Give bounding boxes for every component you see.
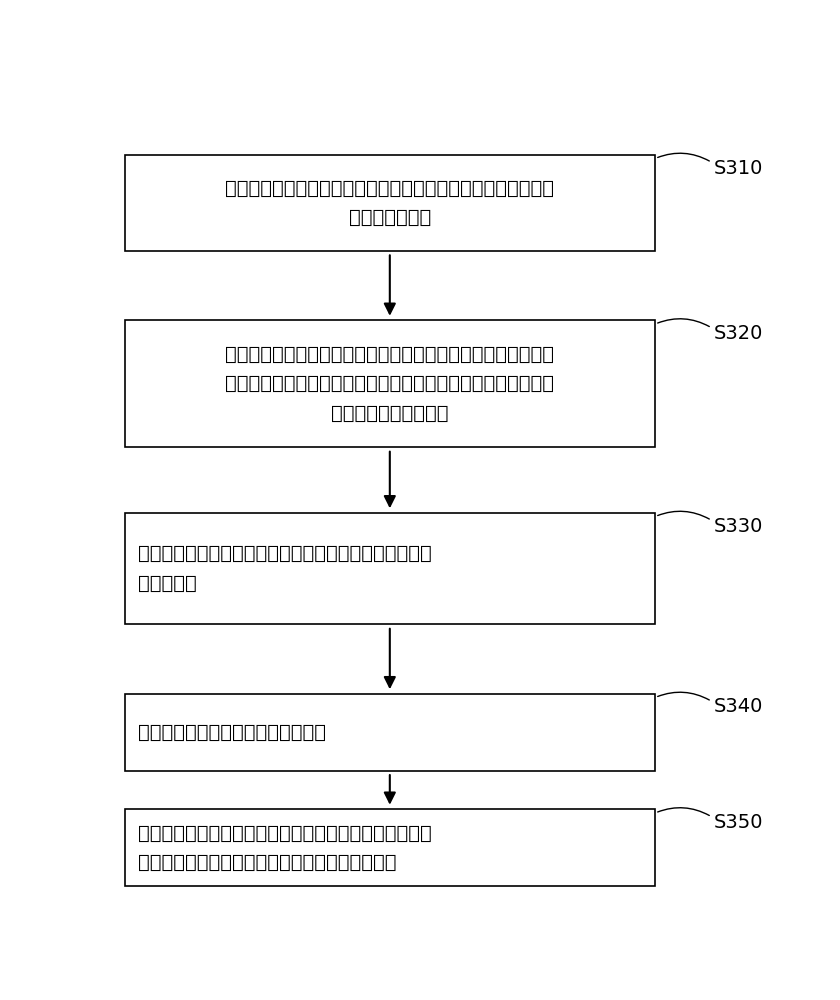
- Text: 加性模型的功率谱和带噪信号、噪声信号的功率估计值得到所述: 加性模型的功率谱和带噪信号、噪声信号的功率估计值得到所述: [225, 374, 554, 393]
- Text: 根据低通过滤处理后的带噪信号、噪声信号和语音信号建立语音: 根据低通过滤处理后的带噪信号、噪声信号和语音信号建立语音: [225, 179, 554, 198]
- Text: 对语音信号的功率估计值进行逆傅立叶变换，得到增强后: 对语音信号的功率估计值进行逆傅立叶变换，得到增强后: [138, 544, 431, 563]
- Text: S340: S340: [714, 698, 763, 716]
- Bar: [124, 513, 655, 624]
- Text: 语音信号的功率估计值: 语音信号的功率估计值: [331, 403, 449, 422]
- Text: 波变换矩阵作逆变换，得到消除了噪声的语音信号: 波变换矩阵作逆变换，得到消除了噪声的语音信号: [138, 853, 396, 872]
- Text: 计算出所述语音信号的加性模型的功率谱，根据所述语音信号的: 计算出所述语音信号的加性模型的功率谱，根据所述语音信号的: [225, 345, 554, 364]
- Text: 信号的加性模型: 信号的加性模型: [349, 208, 431, 227]
- Text: S310: S310: [714, 158, 763, 178]
- Text: S330: S330: [714, 517, 763, 536]
- Bar: [124, 809, 655, 886]
- Text: S350: S350: [714, 813, 764, 832]
- Text: 对增强后的语音信号作小波变换处理: 对增强后的语音信号作小波变换处理: [138, 723, 326, 742]
- Bar: [124, 320, 655, 447]
- Text: 的语音信号: 的语音信号: [138, 574, 197, 593]
- Bar: [124, 155, 655, 251]
- Text: 对小波变换矩阵作门限阈值处理，对门限阈值处理过的小: 对小波变换矩阵作门限阈值处理，对门限阈值处理过的小: [138, 824, 431, 843]
- Bar: [124, 694, 655, 771]
- Text: S320: S320: [714, 324, 763, 343]
